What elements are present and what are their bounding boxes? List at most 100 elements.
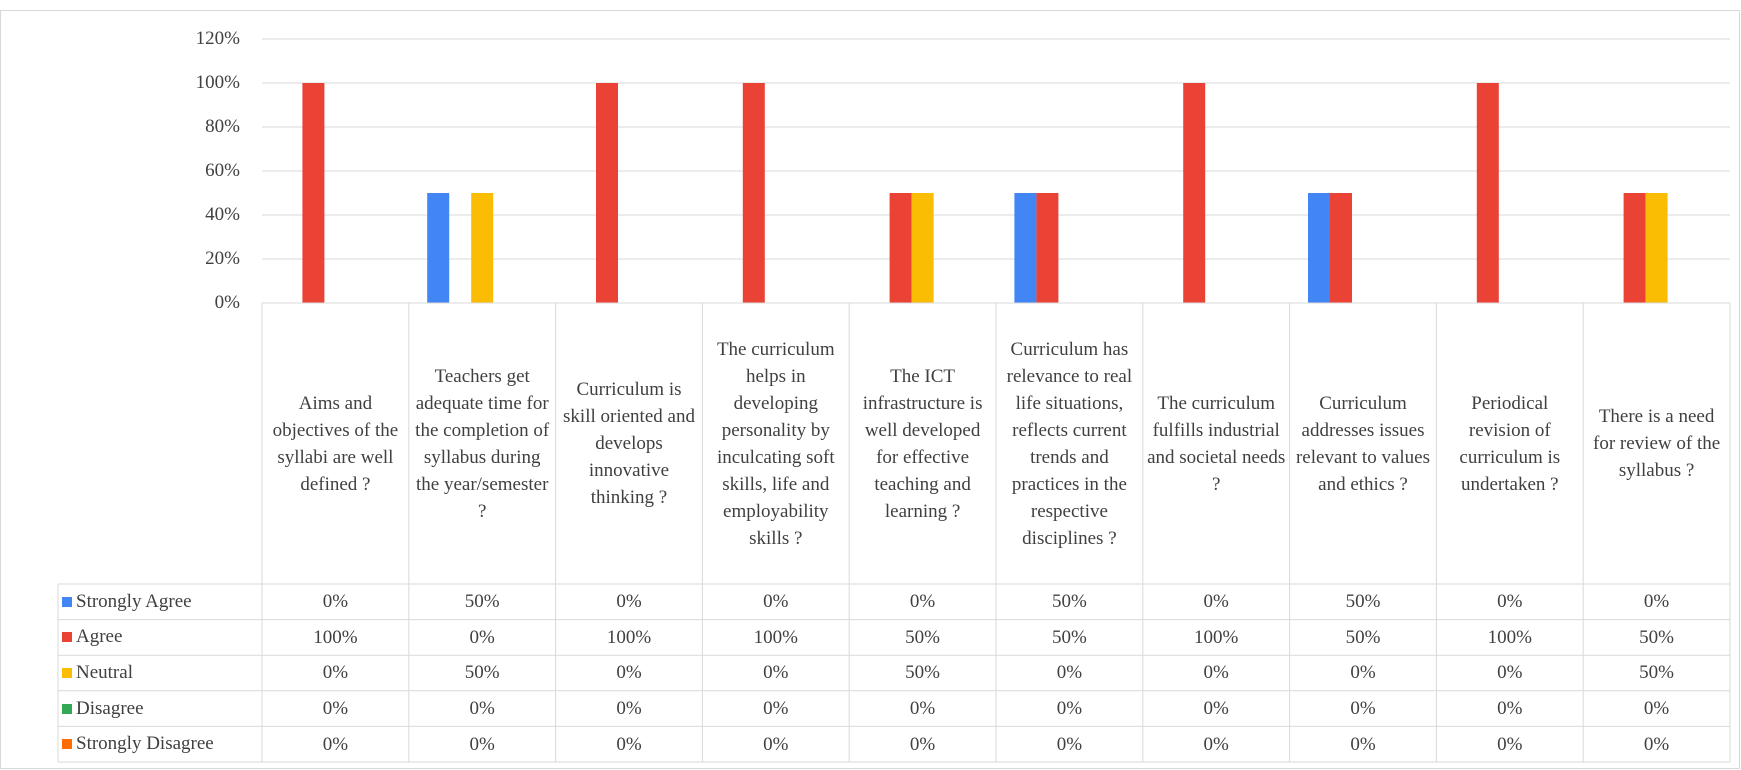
table-cell: 0% bbox=[322, 733, 349, 755]
legend-label: Neutral bbox=[76, 661, 133, 683]
x-tick-label: Curriculum has relevance to real life si… bbox=[1006, 338, 1133, 549]
table-cell: 50% bbox=[464, 591, 500, 613]
bar bbox=[742, 83, 765, 303]
y-tick-label: 20% bbox=[205, 248, 240, 269]
x-tick-label: There is a need for review of the syllab… bbox=[1593, 406, 1721, 481]
legend-entry: Strongly Agree bbox=[58, 584, 262, 620]
table-cell: 0% bbox=[616, 698, 642, 720]
bar bbox=[1330, 193, 1352, 303]
table-cell: 0% bbox=[1056, 662, 1083, 684]
table-cell: 0% bbox=[322, 591, 349, 613]
table-cell: 0% bbox=[763, 733, 789, 755]
x-tick-label: Teachers get adequate time for the compl… bbox=[415, 365, 550, 522]
table-cell: 0% bbox=[763, 662, 789, 684]
x-tick-label: Curriculum addresses issues relevant to … bbox=[1295, 392, 1430, 495]
bar bbox=[1183, 83, 1206, 303]
table-cell: 100% bbox=[753, 626, 798, 648]
x-tick-label: The curriculum helps in developing perso… bbox=[716, 338, 835, 549]
table-cell: 0% bbox=[1203, 698, 1229, 720]
table-cell: 100% bbox=[606, 626, 652, 648]
table-cell: 0% bbox=[469, 626, 495, 648]
y-tick-label: 100% bbox=[195, 72, 240, 93]
bar bbox=[1036, 193, 1059, 303]
legend-label: Agree bbox=[76, 626, 123, 648]
legend-key bbox=[62, 632, 72, 643]
y-tick-label: 0% bbox=[214, 292, 240, 313]
y-tick-label: 120% bbox=[195, 28, 240, 49]
bar bbox=[1476, 83, 1499, 303]
table-cell: 100% bbox=[313, 626, 358, 648]
bar bbox=[911, 193, 934, 303]
table-cell: 0% bbox=[763, 591, 789, 613]
bar bbox=[1645, 193, 1668, 303]
table-cell: 0% bbox=[1497, 733, 1523, 755]
table-cell: 50% bbox=[905, 626, 940, 648]
x-tick-label: The curriculum fulfills industrial and s… bbox=[1147, 392, 1286, 495]
legend-entry: Agree bbox=[58, 620, 262, 656]
table-cell: 50% bbox=[1051, 591, 1087, 613]
legend-label: Strongly Disagree bbox=[76, 733, 214, 755]
table-cell: 100% bbox=[1194, 626, 1239, 648]
table-cell: 0% bbox=[1056, 733, 1083, 755]
chart-border bbox=[0, 10, 1740, 769]
bar bbox=[471, 193, 494, 303]
table-cell: 0% bbox=[909, 591, 936, 613]
legend-entry: Disagree bbox=[58, 691, 262, 727]
table-cell: 0% bbox=[469, 733, 495, 755]
table-cell: 0% bbox=[616, 662, 642, 684]
bar bbox=[1623, 193, 1646, 303]
table-cell: 50% bbox=[1345, 591, 1381, 613]
table-cell: 0% bbox=[763, 698, 789, 720]
table-cell: 50% bbox=[1345, 626, 1381, 648]
legend-entry: Neutral bbox=[58, 655, 262, 691]
y-tick-label: 80% bbox=[205, 116, 240, 137]
legend-key bbox=[62, 667, 72, 678]
table-cell: 0% bbox=[322, 698, 349, 720]
table-cell: 50% bbox=[1639, 626, 1674, 648]
table-cell: 0% bbox=[1497, 698, 1523, 720]
table-cell: 50% bbox=[1639, 662, 1674, 684]
bar bbox=[596, 83, 618, 303]
table-cell: 0% bbox=[616, 733, 642, 755]
table-cell: 0% bbox=[616, 591, 642, 613]
x-tick-label: Curriculum is skill oriented and develop… bbox=[563, 379, 695, 508]
table-cell: 100% bbox=[1487, 626, 1532, 648]
legend-label: Disagree bbox=[76, 697, 144, 719]
legend-key bbox=[62, 703, 72, 714]
bar bbox=[302, 83, 325, 303]
table-cell: 0% bbox=[1350, 662, 1376, 684]
table-cell: 0% bbox=[469, 698, 495, 720]
x-tick-label: Aims and objectives of the syllabi are w… bbox=[272, 392, 399, 495]
table-cell: 0% bbox=[909, 733, 936, 755]
legend-key bbox=[62, 596, 72, 607]
table-cell: 50% bbox=[1051, 626, 1087, 648]
legend-label: Strongly Agree bbox=[76, 590, 192, 612]
table-cell: 0% bbox=[1643, 591, 1670, 613]
table-cell: 0% bbox=[1643, 733, 1670, 755]
table-cell: 0% bbox=[1350, 733, 1376, 755]
table-cell: 0% bbox=[1203, 733, 1229, 755]
table-cell: 0% bbox=[909, 698, 936, 720]
x-tick-label: The ICT infrastructure is well developed… bbox=[862, 365, 983, 522]
x-tick-label: Periodical revision of curriculum is und… bbox=[1459, 392, 1561, 495]
table-cell: 50% bbox=[905, 662, 940, 684]
y-tick-label: 60% bbox=[205, 160, 240, 181]
legend-entry: Strongly Disagree bbox=[58, 726, 262, 762]
table-cell: 50% bbox=[464, 662, 500, 684]
table-cell: 0% bbox=[1497, 591, 1523, 613]
bar bbox=[1014, 193, 1037, 303]
table-cell: 0% bbox=[1203, 662, 1229, 684]
table-cell: 0% bbox=[1056, 698, 1083, 720]
table-cell: 0% bbox=[1203, 591, 1229, 613]
table-cell: 0% bbox=[1497, 662, 1523, 684]
table-cell: 0% bbox=[1350, 698, 1376, 720]
table-cell: 0% bbox=[1643, 698, 1670, 720]
bar bbox=[427, 193, 450, 303]
table-cell: 0% bbox=[322, 662, 349, 684]
bar bbox=[889, 193, 912, 303]
legend-key bbox=[62, 739, 72, 750]
bar bbox=[1308, 193, 1330, 303]
y-tick-label: 40% bbox=[205, 204, 240, 225]
